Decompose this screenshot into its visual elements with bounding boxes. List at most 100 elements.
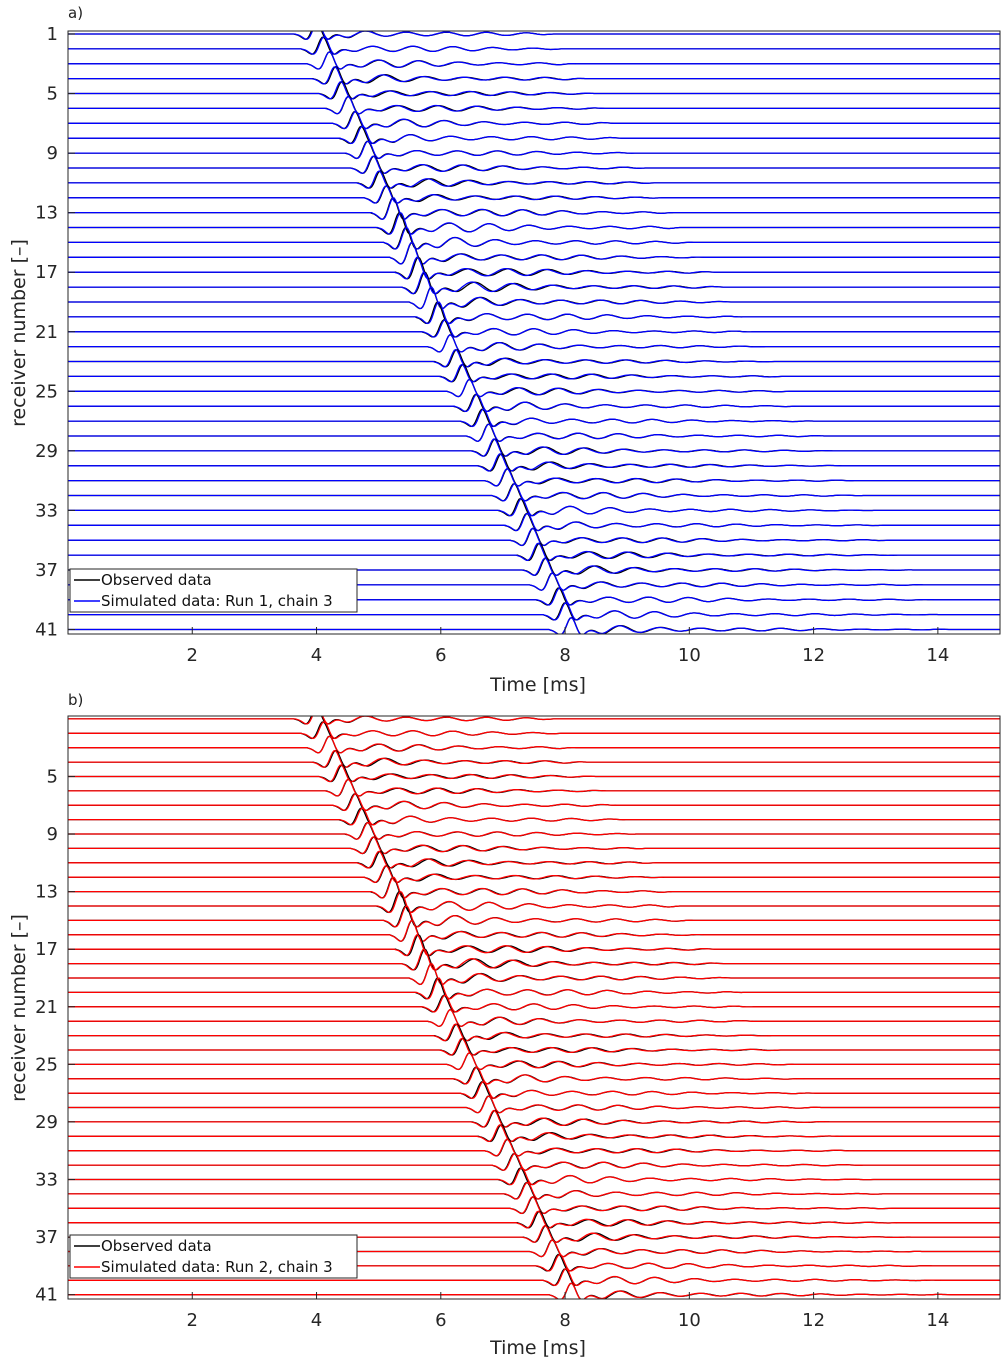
simulated-trace-29 <box>68 438 1000 457</box>
simulated-trace-3 <box>68 735 1000 754</box>
y-tick-label: 1 <box>47 24 58 45</box>
simulated-trace-8 <box>68 807 1000 826</box>
simulated-trace-23 <box>68 1023 1000 1042</box>
simulated-trace-4 <box>68 750 1000 768</box>
simulated-trace-5 <box>68 764 1000 783</box>
simulated-trace-7 <box>68 110 1000 130</box>
x-tick-label: 14 <box>926 645 949 666</box>
y-tick-label: 29 <box>35 1112 58 1133</box>
simulated-trace-23 <box>68 348 1000 368</box>
panel-b: b) 2 4 6 8 10 12 14 5 9 13 17 21 25 29 33 37 41 Time [m… <box>8 691 1001 1359</box>
simulated-trace-33 <box>68 497 1000 517</box>
simulated-trace-11 <box>68 170 1000 189</box>
simulated-trace-2 <box>68 36 1000 55</box>
panel-b-traces <box>68 716 1000 1299</box>
x-tick-label: 6 <box>435 1310 446 1331</box>
simulated-trace-14 <box>68 890 1000 914</box>
simulated-trace-10 <box>68 836 1000 855</box>
simulated-trace-24 <box>68 1037 1000 1056</box>
simulated-trace-26 <box>68 393 1000 413</box>
panel-b-legend-observed-label: Observed data <box>101 1237 212 1255</box>
simulated-trace-19 <box>68 962 1000 986</box>
panel-a-label: a) <box>68 4 83 22</box>
simulated-trace-28 <box>68 423 1000 442</box>
simulated-trace-5 <box>68 81 1000 100</box>
y-tick-label: 9 <box>47 143 58 164</box>
y-tick-label: 33 <box>35 1170 58 1191</box>
simulated-trace-32 <box>68 482 1000 502</box>
simulated-trace-12 <box>68 865 1000 884</box>
panel-b-x-ticks: 2 4 6 8 10 12 14 <box>187 1292 949 1331</box>
x-tick-label: 12 <box>802 645 825 666</box>
simulated-trace-41 <box>68 616 1000 634</box>
simulated-trace-27 <box>68 408 1000 428</box>
simulated-trace-16 <box>68 241 1000 265</box>
simulated-trace-28 <box>68 1095 1000 1114</box>
simulated-trace-15 <box>68 226 1000 250</box>
simulated-trace-6 <box>68 778 1000 797</box>
panel-a: a) 2 4 6 8 10 12 14 1 5 9 13 17 21 25 29 33 37 41 Time [… <box>8 4 1001 696</box>
simulated-trace-11 <box>68 850 1000 869</box>
panel-a-y-ticks: 1 5 9 13 17 21 25 29 33 37 41 <box>35 24 75 641</box>
simulated-trace-14 <box>68 211 1000 235</box>
simulated-trace-35 <box>68 527 1000 547</box>
y-tick-label: 9 <box>47 824 58 845</box>
y-tick-label: 25 <box>35 1054 58 1075</box>
panel-a-y-axis-label: receiver number [–] <box>8 239 30 427</box>
y-tick-label: 5 <box>47 766 58 787</box>
simulated-trace-25 <box>68 1052 1000 1071</box>
simulated-trace-22 <box>68 334 1000 353</box>
simulated-trace-17 <box>68 934 1000 957</box>
simulated-trace-9 <box>68 140 1000 160</box>
simulated-trace-20 <box>68 977 1000 1000</box>
simulated-trace-18 <box>68 948 1000 971</box>
simulated-trace-29 <box>68 1109 1000 1128</box>
y-tick-label: 13 <box>35 203 58 224</box>
y-tick-label: 5 <box>47 84 58 105</box>
simulated-trace-1 <box>68 716 1000 725</box>
panel-a-legend: Observed data Simulated data: Run 1, cha… <box>69 568 358 613</box>
simulated-trace-17 <box>68 256 1000 280</box>
y-tick-label: 25 <box>35 381 58 402</box>
simulated-trace-7 <box>68 793 1000 812</box>
simulated-trace-13 <box>68 876 1000 899</box>
x-tick-label: 2 <box>187 645 198 666</box>
simulated-trace-19 <box>68 286 1000 310</box>
simulated-trace-33 <box>68 1167 1000 1186</box>
x-tick-label: 10 <box>678 645 701 666</box>
simulated-trace-4 <box>68 66 1000 85</box>
y-tick-label: 17 <box>35 262 58 283</box>
simulated-trace-41 <box>68 1282 1000 1299</box>
simulated-trace-9 <box>68 822 1000 840</box>
simulated-trace-34 <box>68 512 1000 532</box>
simulated-trace-15 <box>68 905 1000 928</box>
simulated-trace-31 <box>68 1138 1000 1157</box>
y-tick-label: 37 <box>35 560 58 581</box>
panel-a-x-ticks: 2 4 6 8 10 12 14 <box>187 627 949 666</box>
x-tick-label: 10 <box>678 1310 701 1331</box>
simulated-trace-31 <box>68 467 1000 487</box>
simulated-trace-20 <box>68 301 1000 325</box>
y-tick-label: 33 <box>35 500 58 521</box>
panel-a-legend-simulated-label: Simulated data: Run 1, chain 3 <box>101 592 333 610</box>
panel-b-legend: Observed data Simulated data: Run 2, cha… <box>69 1234 358 1279</box>
simulated-trace-1 <box>68 31 1000 40</box>
panel-a-legend-box <box>69 568 358 613</box>
panel-b-y-axis-label: receiver number [–] <box>8 914 30 1102</box>
panel-b-x-axis-label: Time [ms] <box>489 1337 586 1359</box>
panel-b-plot-area <box>68 716 1000 1299</box>
simulated-trace-21 <box>68 994 1000 1013</box>
y-tick-label: 17 <box>35 939 58 960</box>
panel-a-traces <box>68 31 1000 634</box>
simulated-trace-27 <box>68 1080 1000 1099</box>
panel-a-axes-box <box>67 30 1001 635</box>
simulated-trace-26 <box>68 1066 1000 1085</box>
x-tick-label: 12 <box>802 1310 825 1331</box>
x-tick-label: 4 <box>311 1310 322 1331</box>
x-tick-label: 4 <box>311 645 322 666</box>
simulated-trace-34 <box>68 1181 1000 1200</box>
panel-b-legend-box <box>69 1234 358 1279</box>
x-tick-label: 14 <box>926 1310 949 1331</box>
simulated-trace-21 <box>68 319 1000 338</box>
panel-b-axes-box <box>67 715 1001 1300</box>
